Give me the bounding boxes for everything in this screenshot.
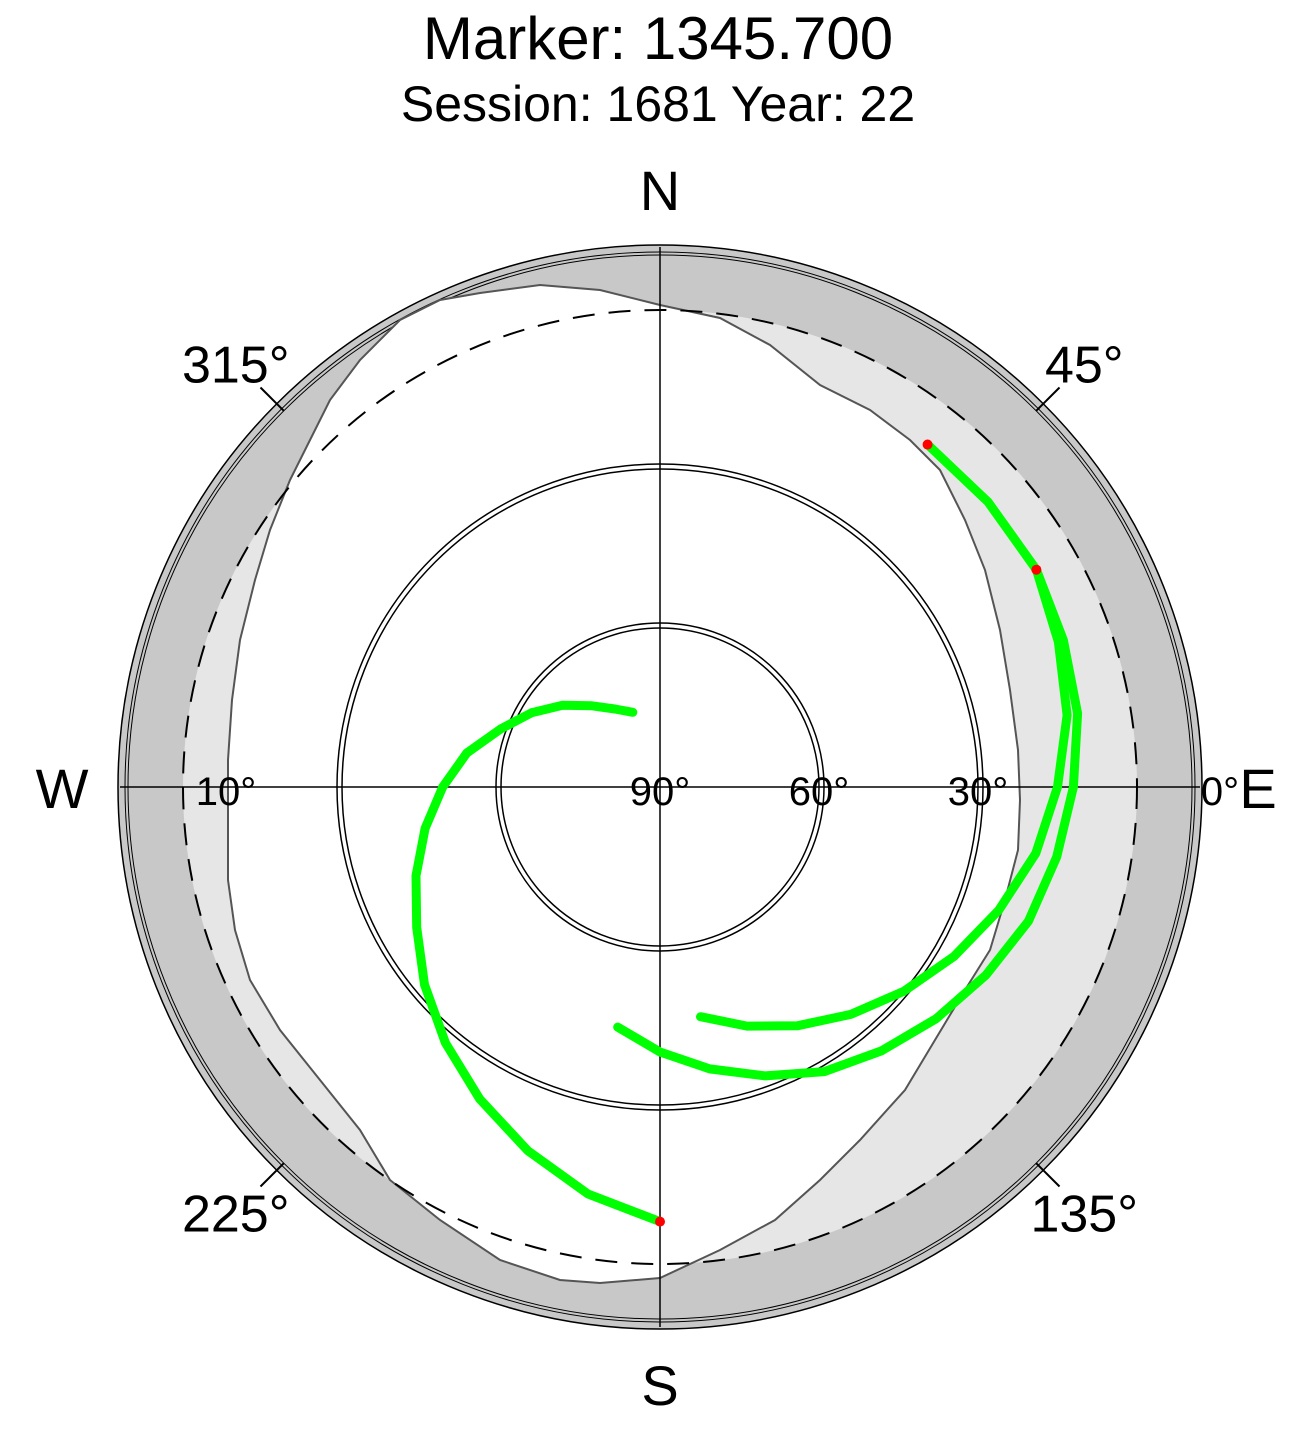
south-label: S — [641, 1354, 678, 1417]
azimuth-label-45: 45° — [1045, 337, 1124, 395]
north-label: N — [640, 159, 680, 222]
azimuth-label-315: 315° — [182, 337, 290, 395]
track-endpoint-2 — [655, 1216, 665, 1227]
track-endpoints — [655, 439, 1042, 1227]
east-label: E — [1239, 757, 1276, 820]
west-label: W — [36, 757, 89, 820]
elevation-label-90: 90° — [630, 770, 691, 814]
satellite-tracks — [411, 440, 1083, 1227]
azimuth-ticks — [259, 386, 1061, 1188]
track-1 — [696, 565, 1072, 1031]
azimuth-tick-315 — [259, 386, 285, 412]
track-2 — [411, 700, 665, 1227]
elevation-label-10-west: 10° — [196, 770, 257, 814]
track-endpoint-0 — [922, 439, 933, 450]
azimuth-tick-45 — [1035, 386, 1061, 412]
visible-region — [227, 283, 1022, 1285]
track-endpoint-1 — [1031, 564, 1042, 575]
elevation-label-0: 0° — [1201, 770, 1239, 814]
azimuth-label-225: 225° — [182, 1185, 290, 1243]
azimuth-label-135: 135° — [1030, 1185, 1138, 1243]
azimuth-tick-135 — [1035, 1162, 1061, 1188]
chart-subtitle: Session: 1681 Year: 22 — [400, 76, 916, 132]
elevation-label-30: 30° — [948, 770, 1009, 814]
chart-title: Marker: 1345.700 — [422, 5, 894, 72]
azimuth-labels: 45° 135° 225° 315° — [182, 337, 1138, 1244]
azimuth-tick-225 — [259, 1162, 285, 1188]
elevation-labels: 90° 60° 30° 0° 10° — [196, 770, 1239, 814]
elevation-label-60: 60° — [789, 770, 850, 814]
